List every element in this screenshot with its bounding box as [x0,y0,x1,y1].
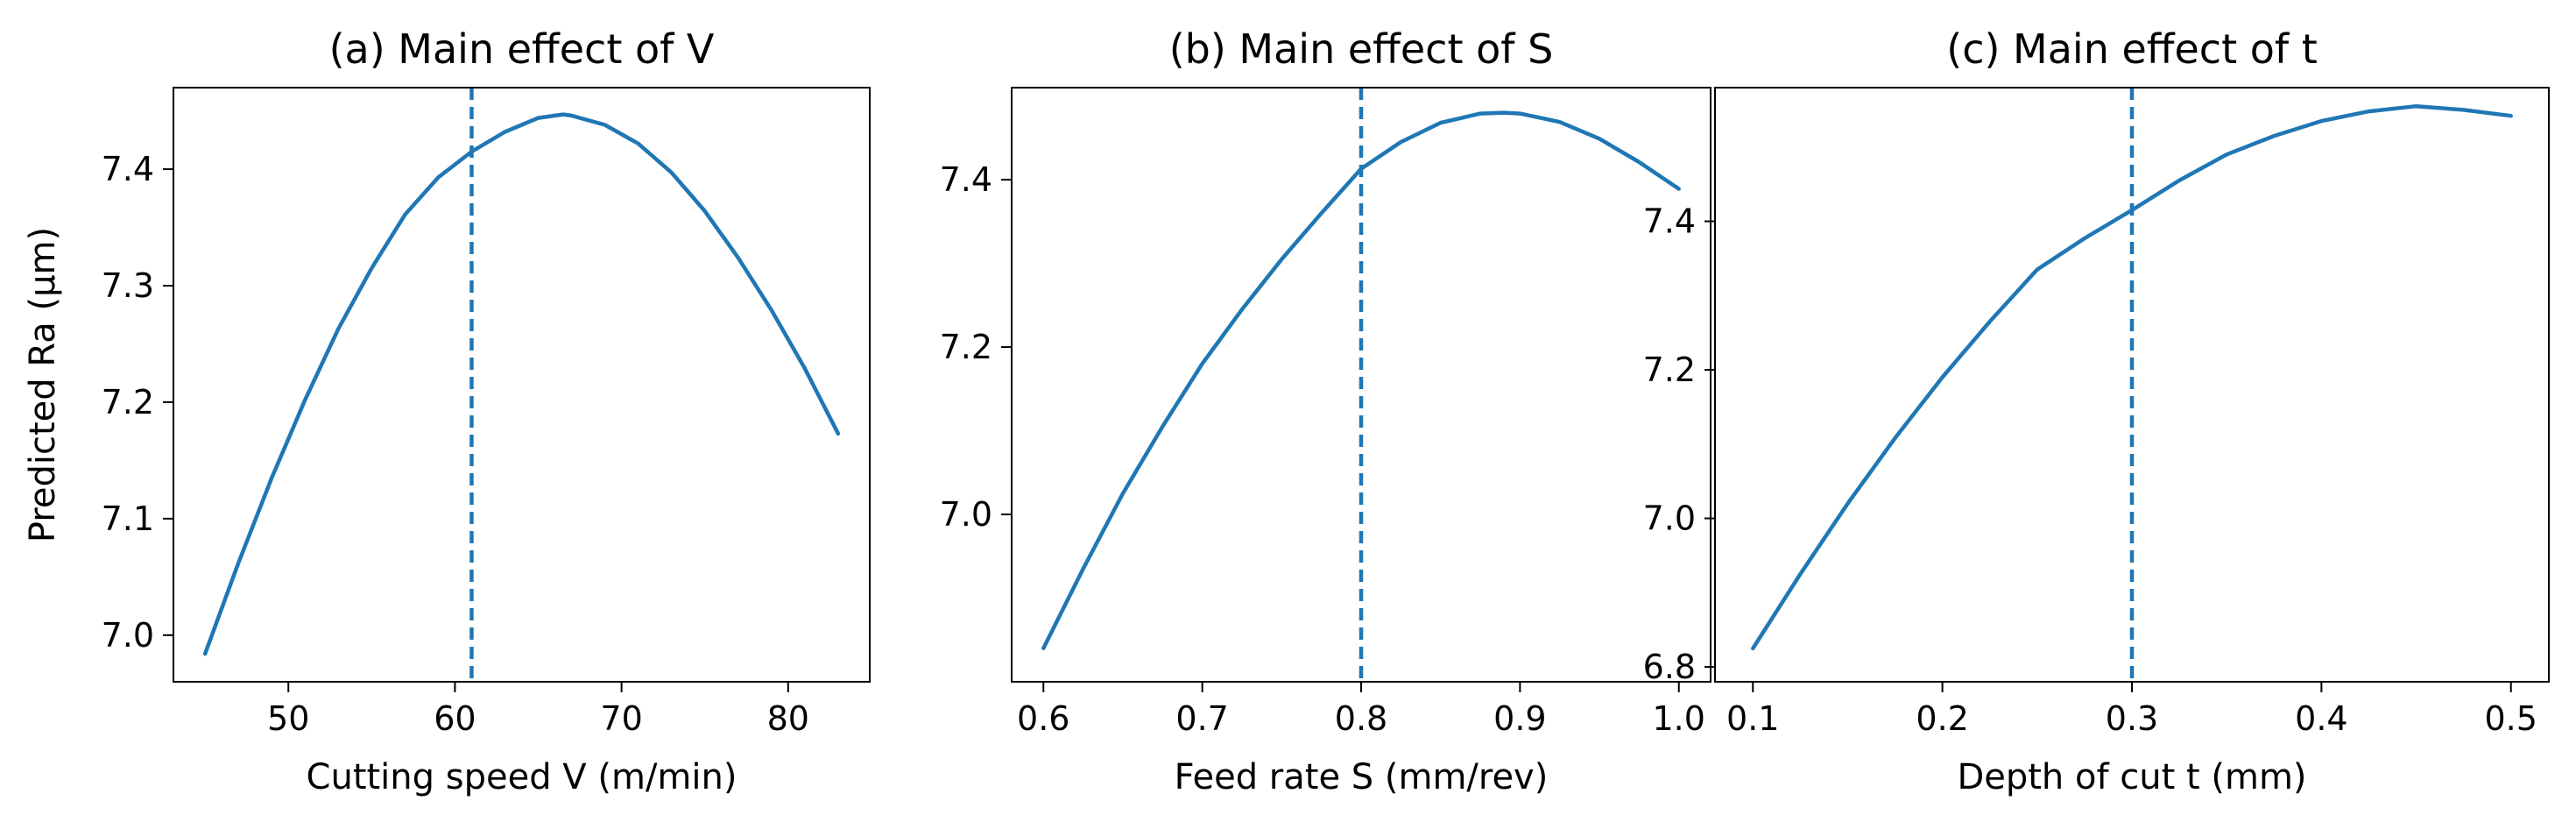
panel-1-plot-frame [173,87,871,683]
panel-2-series-line [1041,110,1681,651]
panel-1-x-tick-label: 50 [267,699,309,738]
panel-2-y-tick-label: 7.2 [940,328,992,366]
panel-2-title: (b) Main effect of S [1169,25,1554,73]
panel-3-plot-frame [1714,87,2550,683]
panel-1-series-line [202,112,841,656]
panel-3-x-tick-label: 0.4 [2295,699,2347,738]
panel-2-x-tick-label: 0.9 [1493,699,1546,738]
panel-3-title: (c) Main effect of t [1946,25,2317,73]
panel-1-title: (a) Main effect of V [329,25,715,73]
panel-1-y-tick-label: 7.3 [102,266,154,305]
panel-1-y-axis-label: Predicted Ra (µm) [23,227,63,542]
panel-1-x-tick-label: 70 [600,699,642,738]
panel-2-y-tick-label: 7.0 [940,495,992,534]
panel-3-x-tick-label: 0.5 [2485,699,2537,738]
panel-2-x-tick-label: 1.0 [1653,699,1705,738]
panel-3-x-tick-label: 0.1 [1726,699,1779,738]
panel-1-x-axis-label: Cutting speed V (m/min) [307,757,738,797]
panel-1-x-tick-label: 80 [767,699,809,738]
panel-3-y-tick-label: 7.0 [1643,499,1696,538]
panel-2-x-tick-label: 0.6 [1017,699,1069,738]
panel-3-y-tick-label: 7.2 [1643,351,1696,389]
panel-2-x-axis-label: Feed rate S (mm/rev) [1175,757,1549,797]
panel-1-y-tick-label: 7.0 [102,616,154,655]
panel-3-x-tick-label: 0.2 [1916,699,1968,738]
panel-1-y-tick-label: 7.2 [102,383,154,422]
panel-3-y-tick-label: 7.4 [1643,202,1696,241]
panel-1-x-tick-label: 60 [434,699,476,738]
panel-2-x-tick-label: 0.8 [1335,699,1387,738]
panel-2-y-tick-label: 7.4 [940,160,992,199]
panel-3-x-tick-label: 0.3 [2106,699,2158,738]
panel-1-y-tick-label: 7.4 [102,150,154,188]
panel-2-x-tick-label: 0.7 [1175,699,1228,738]
panel-2-plot-frame [1011,87,1711,683]
panel-3-x-axis-label: Depth of cut t (mm) [1957,757,2306,797]
panel-1-y-tick-label: 7.1 [102,499,154,538]
panel-3-y-tick-label: 6.8 [1643,648,1696,686]
